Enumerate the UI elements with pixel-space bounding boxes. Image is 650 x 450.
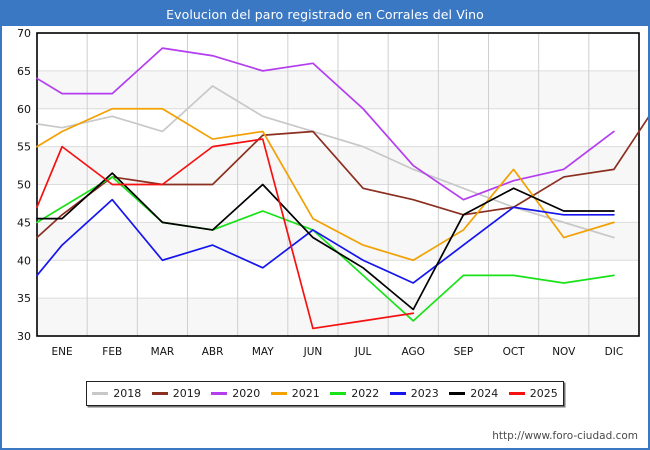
legend-swatch-2023 xyxy=(389,392,406,395)
window-title-bar: Evolucion del paro registrado en Corrale… xyxy=(2,2,648,26)
series-line-2025 xyxy=(36,138,415,330)
series-line-2024 xyxy=(36,172,615,311)
series-line-2021 xyxy=(36,107,615,262)
chart-plot-area: 30 35 40 45 50 55 60 65 70 ENE FEB MAR ABR MAY JUN JUL A… xyxy=(2,26,648,448)
legend-label-2019: 2019 xyxy=(172,387,201,400)
legend-swatch-2024 xyxy=(449,392,466,395)
legend-item-2022[interactable]: 2022 xyxy=(325,387,385,400)
legend-label-2021: 2021 xyxy=(291,387,320,400)
legend-swatch-2018 xyxy=(92,392,109,395)
legend-label-2023: 2023 xyxy=(410,387,439,400)
x-axis-tick-label: JUN xyxy=(303,346,323,358)
x-axis-tick-label: ENE xyxy=(52,346,73,358)
legend-item-2023[interactable]: 2023 xyxy=(385,387,445,400)
x-axis-tick-label: AGO xyxy=(402,346,425,358)
y-axis-tick-label: 35 xyxy=(17,292,31,305)
legend-swatch-2019 xyxy=(151,392,168,395)
legend-swatch-2022 xyxy=(330,392,347,395)
x-axis-tick-label: JUL xyxy=(354,346,372,358)
legend-label-2022: 2022 xyxy=(351,387,380,400)
y-axis-tick-label: 50 xyxy=(17,179,31,192)
legend-item-2019[interactable]: 2019 xyxy=(147,387,207,400)
plot-border xyxy=(36,32,640,337)
legend-item-2020[interactable]: 2020 xyxy=(206,387,266,400)
legend-label-2018: 2018 xyxy=(113,387,142,400)
x-axis-tick-label: FEB xyxy=(102,346,122,358)
legend-swatch-2021 xyxy=(270,392,287,395)
legend-item-2021[interactable]: 2021 xyxy=(266,387,326,400)
legend-swatch-2020 xyxy=(211,392,228,395)
line-chart-svg: 30 35 40 45 50 55 60 65 70 ENE FEB MAR ABR MAY JUN JUL A… xyxy=(17,27,648,358)
y-axis-tick-label: 60 xyxy=(17,103,31,116)
chart-legend: 2018 2019 2020 2021 2022 2023 2024 2025 xyxy=(86,381,564,406)
x-axis-tick-label: ABR xyxy=(202,346,224,358)
footer-url: http://www.foro-ciudad.com xyxy=(492,430,638,442)
y-axis-tick-label: 70 xyxy=(17,27,31,40)
y-axis-tick-label: 55 xyxy=(17,141,31,154)
x-axis-tick-label: MAR xyxy=(151,346,175,358)
y-axis-tick-label: 30 xyxy=(17,330,31,343)
legend-label-2025: 2025 xyxy=(529,387,558,400)
legend-item-2018[interactable]: 2018 xyxy=(87,387,147,400)
x-axis-tick-label: MAY xyxy=(252,346,274,358)
x-axis-tick-label: NOV xyxy=(552,346,576,358)
y-axis-tick-label: 40 xyxy=(17,254,31,267)
y-axis-tick-label: 45 xyxy=(17,216,31,229)
page-title: Evolucion del paro registrado en Corrale… xyxy=(166,6,484,22)
legend-label-2024: 2024 xyxy=(470,387,499,400)
series-line-2019 xyxy=(36,116,648,239)
series-line-2023 xyxy=(36,198,615,284)
series-line-2020 xyxy=(36,47,615,201)
x-axis-tick-label: DIC xyxy=(605,346,624,358)
y-axis-tick-label: 65 xyxy=(17,65,31,78)
legend-swatch-2025 xyxy=(508,392,525,395)
legend-label-2020: 2020 xyxy=(232,387,261,400)
legend-item-2025[interactable]: 2025 xyxy=(504,387,564,400)
legend-item-2024[interactable]: 2024 xyxy=(444,387,504,400)
x-axis-tick-label: SEP xyxy=(454,346,474,358)
x-axis-tick-label: OCT xyxy=(503,346,526,358)
